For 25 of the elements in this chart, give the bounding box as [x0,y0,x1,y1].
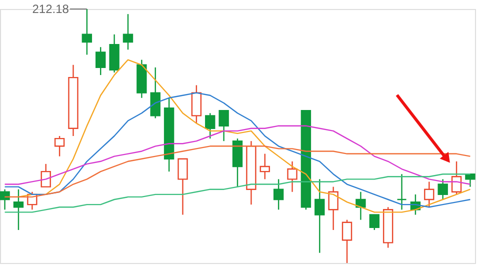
candlestick [13,188,24,231]
candlestick [424,181,434,208]
candlestick [328,186,338,231]
candlestick [218,110,229,142]
candlestick [451,160,462,196]
candlestick [205,112,216,140]
candlestick [40,163,51,188]
candlestick [369,214,380,231]
candlestick [438,178,448,200]
candlestick [260,153,270,180]
candlestick [54,135,65,157]
candlestick [273,178,284,210]
candlestick [314,178,325,254]
candlestick [356,191,366,220]
candlestick [0,188,10,210]
candlestick [287,160,298,192]
candlestick [150,66,160,119]
candlestick [96,46,106,76]
candlestick [396,174,407,210]
annotation: 212.18 [32,2,70,16]
candlestick [178,158,188,216]
candlestick [122,13,134,50]
candlestick [82,8,92,56]
candlestick [191,84,202,124]
candlestick [465,174,476,188]
